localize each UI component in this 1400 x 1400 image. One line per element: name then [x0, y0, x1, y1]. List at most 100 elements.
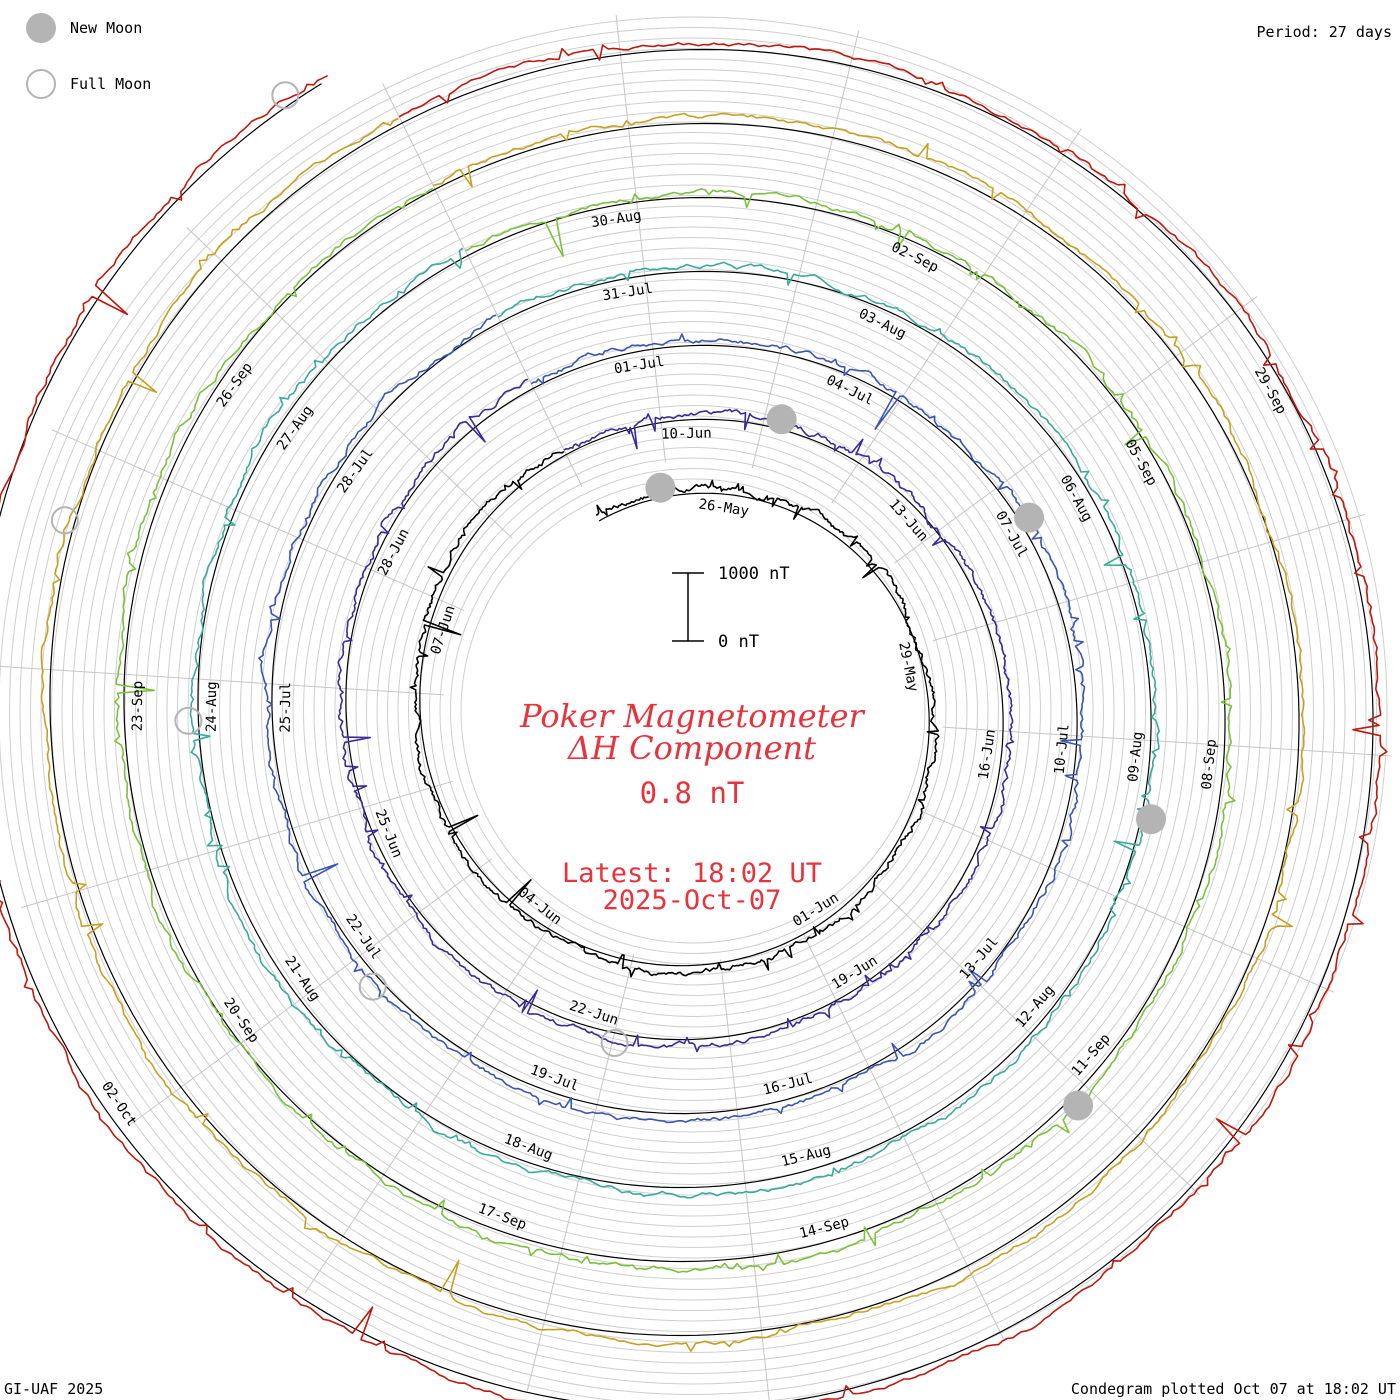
chart-title-line2: ΔH Component: [567, 729, 817, 767]
grid-circle: [439, 457, 947, 965]
date-label: 10-Jun: [661, 425, 712, 442]
date-label: 19-Jun: [829, 953, 880, 993]
date-label: 12-Aug: [1013, 982, 1058, 1031]
grid-circle: [103, 121, 1283, 1301]
scale-top-label: 1000 nT: [718, 564, 790, 584]
grid-spoke: [831, 128, 1082, 504]
grid-spoke: [615, 15, 666, 463]
grid-circle: [177, 195, 1209, 1227]
grid-circle: [408, 426, 978, 996]
data-traces: [0, 42, 1388, 1400]
trace-ring-5: [40, 112, 1306, 1352]
grid-circle: [93, 111, 1293, 1311]
grid-circle: [240, 258, 1146, 1164]
grid-circle: [187, 205, 1199, 1217]
grid-spoke: [921, 810, 1335, 993]
moon-markers: [50, 81, 1166, 1121]
date-label: 31-Jul: [602, 281, 654, 305]
date-label: 05-Sep: [1121, 437, 1160, 489]
grid-circle: [219, 237, 1167, 1185]
grid-circle: [355, 373, 1031, 1049]
grid-circle: [366, 384, 1020, 1038]
full-moon-marker: [600, 1029, 629, 1057]
grid-circle: [51, 69, 1335, 1353]
date-label: 24-Aug: [204, 681, 220, 732]
grid-spokes: [0, 15, 1392, 1400]
grid-circle: [40, 58, 1346, 1364]
date-label: 01-Jul: [613, 354, 665, 378]
grid-circle: [208, 226, 1178, 1196]
date-label: 28-Jul: [334, 446, 376, 496]
trace-ring-6: [0, 42, 1388, 1400]
grid-circle: [282, 300, 1104, 1122]
grid-circle: [450, 468, 936, 954]
date-label: 16-Jun: [976, 728, 999, 780]
grid-spoke: [942, 726, 1392, 757]
grid-circle: [72, 90, 1314, 1332]
grid-circle: [376, 394, 1010, 1028]
trace-ring-3: [189, 247, 1160, 1199]
grid-circle: [418, 436, 968, 986]
full-moon-marker: [358, 972, 387, 1001]
credit-text: GI-UAF 2025: [4, 1380, 104, 1398]
full-moon-marker: [174, 706, 203, 735]
grid-circle: [9, 27, 1377, 1395]
legend-new-moon: New Moon: [26, 13, 142, 43]
grid-circle: [250, 268, 1136, 1154]
new-moon-icon: [26, 13, 56, 43]
baseline-rings: [0, 48, 1374, 1400]
grid-circle: [261, 279, 1125, 1143]
date-label: 13-Jun: [886, 496, 931, 544]
date-label: 10-Jul: [1052, 723, 1073, 775]
grid-spoke: [128, 858, 492, 1126]
trace-ring-1: [337, 378, 1015, 1053]
date-label: 06-Aug: [1057, 473, 1096, 525]
latest-time: Latest: 18:02 UT: [561, 858, 823, 889]
grid-circle: [61, 79, 1325, 1343]
grid-circle: [460, 478, 926, 944]
grid-circle: [229, 247, 1157, 1175]
new-moon-marker: [645, 472, 676, 503]
period-text: Period: 27 days: [1256, 23, 1392, 41]
baseline-spiral: [0, 48, 1374, 1400]
scale-bar: 1000 nT 0 nT: [672, 564, 790, 652]
grid-circle: [334, 352, 1052, 1070]
date-label: 09-Aug: [1125, 731, 1146, 783]
trace-ring-2: [258, 314, 1086, 1124]
scale-bottom-label: 0 nT: [718, 632, 759, 652]
new-moon-marker: [766, 404, 797, 435]
date-label: 30-Aug: [590, 207, 642, 231]
grid-circle: [114, 132, 1272, 1290]
date-label: 26-Sep: [214, 360, 256, 410]
trace-ring-4: [114, 187, 1236, 1274]
date-label: 27-Aug: [274, 403, 316, 453]
grid-spoke: [894, 296, 1258, 564]
grid-spoke: [526, 953, 635, 1392]
date-label: 08-Sep: [1199, 738, 1220, 790]
legend-full-moon-label: Full Moon: [70, 75, 152, 93]
grid-circle: [313, 331, 1073, 1091]
grid-spoke: [186, 227, 513, 539]
date-label: 25-Jul: [278, 682, 294, 733]
plotted-text: Condegram plotted Oct 07 at 18:02 UT: [1070, 1380, 1396, 1398]
grid-spoke: [932, 513, 1365, 642]
grid-circle: [166, 184, 1220, 1238]
grid-circle: [292, 310, 1094, 1112]
date-label: 25-Jun: [372, 807, 406, 860]
trace-ring-0: [409, 450, 940, 978]
grid-circle: [397, 415, 989, 1007]
chart-title-line1: Poker Magnetometer: [520, 697, 864, 735]
grid-circle: [135, 153, 1251, 1269]
date-label: 07-Jun: [428, 603, 459, 656]
latest-date: 2025-Oct-07: [602, 885, 782, 916]
full-moon-icon: [26, 69, 56, 99]
grid-circle: [429, 447, 957, 975]
date-label: 22-Jun: [567, 998, 620, 1029]
grid-spoke: [304, 918, 555, 1294]
grid-spoke: [51, 429, 465, 612]
grid-circle: [30, 48, 1356, 1374]
date-label: 14-Sep: [798, 1214, 851, 1242]
date-label: 29-Sep: [1251, 365, 1290, 417]
